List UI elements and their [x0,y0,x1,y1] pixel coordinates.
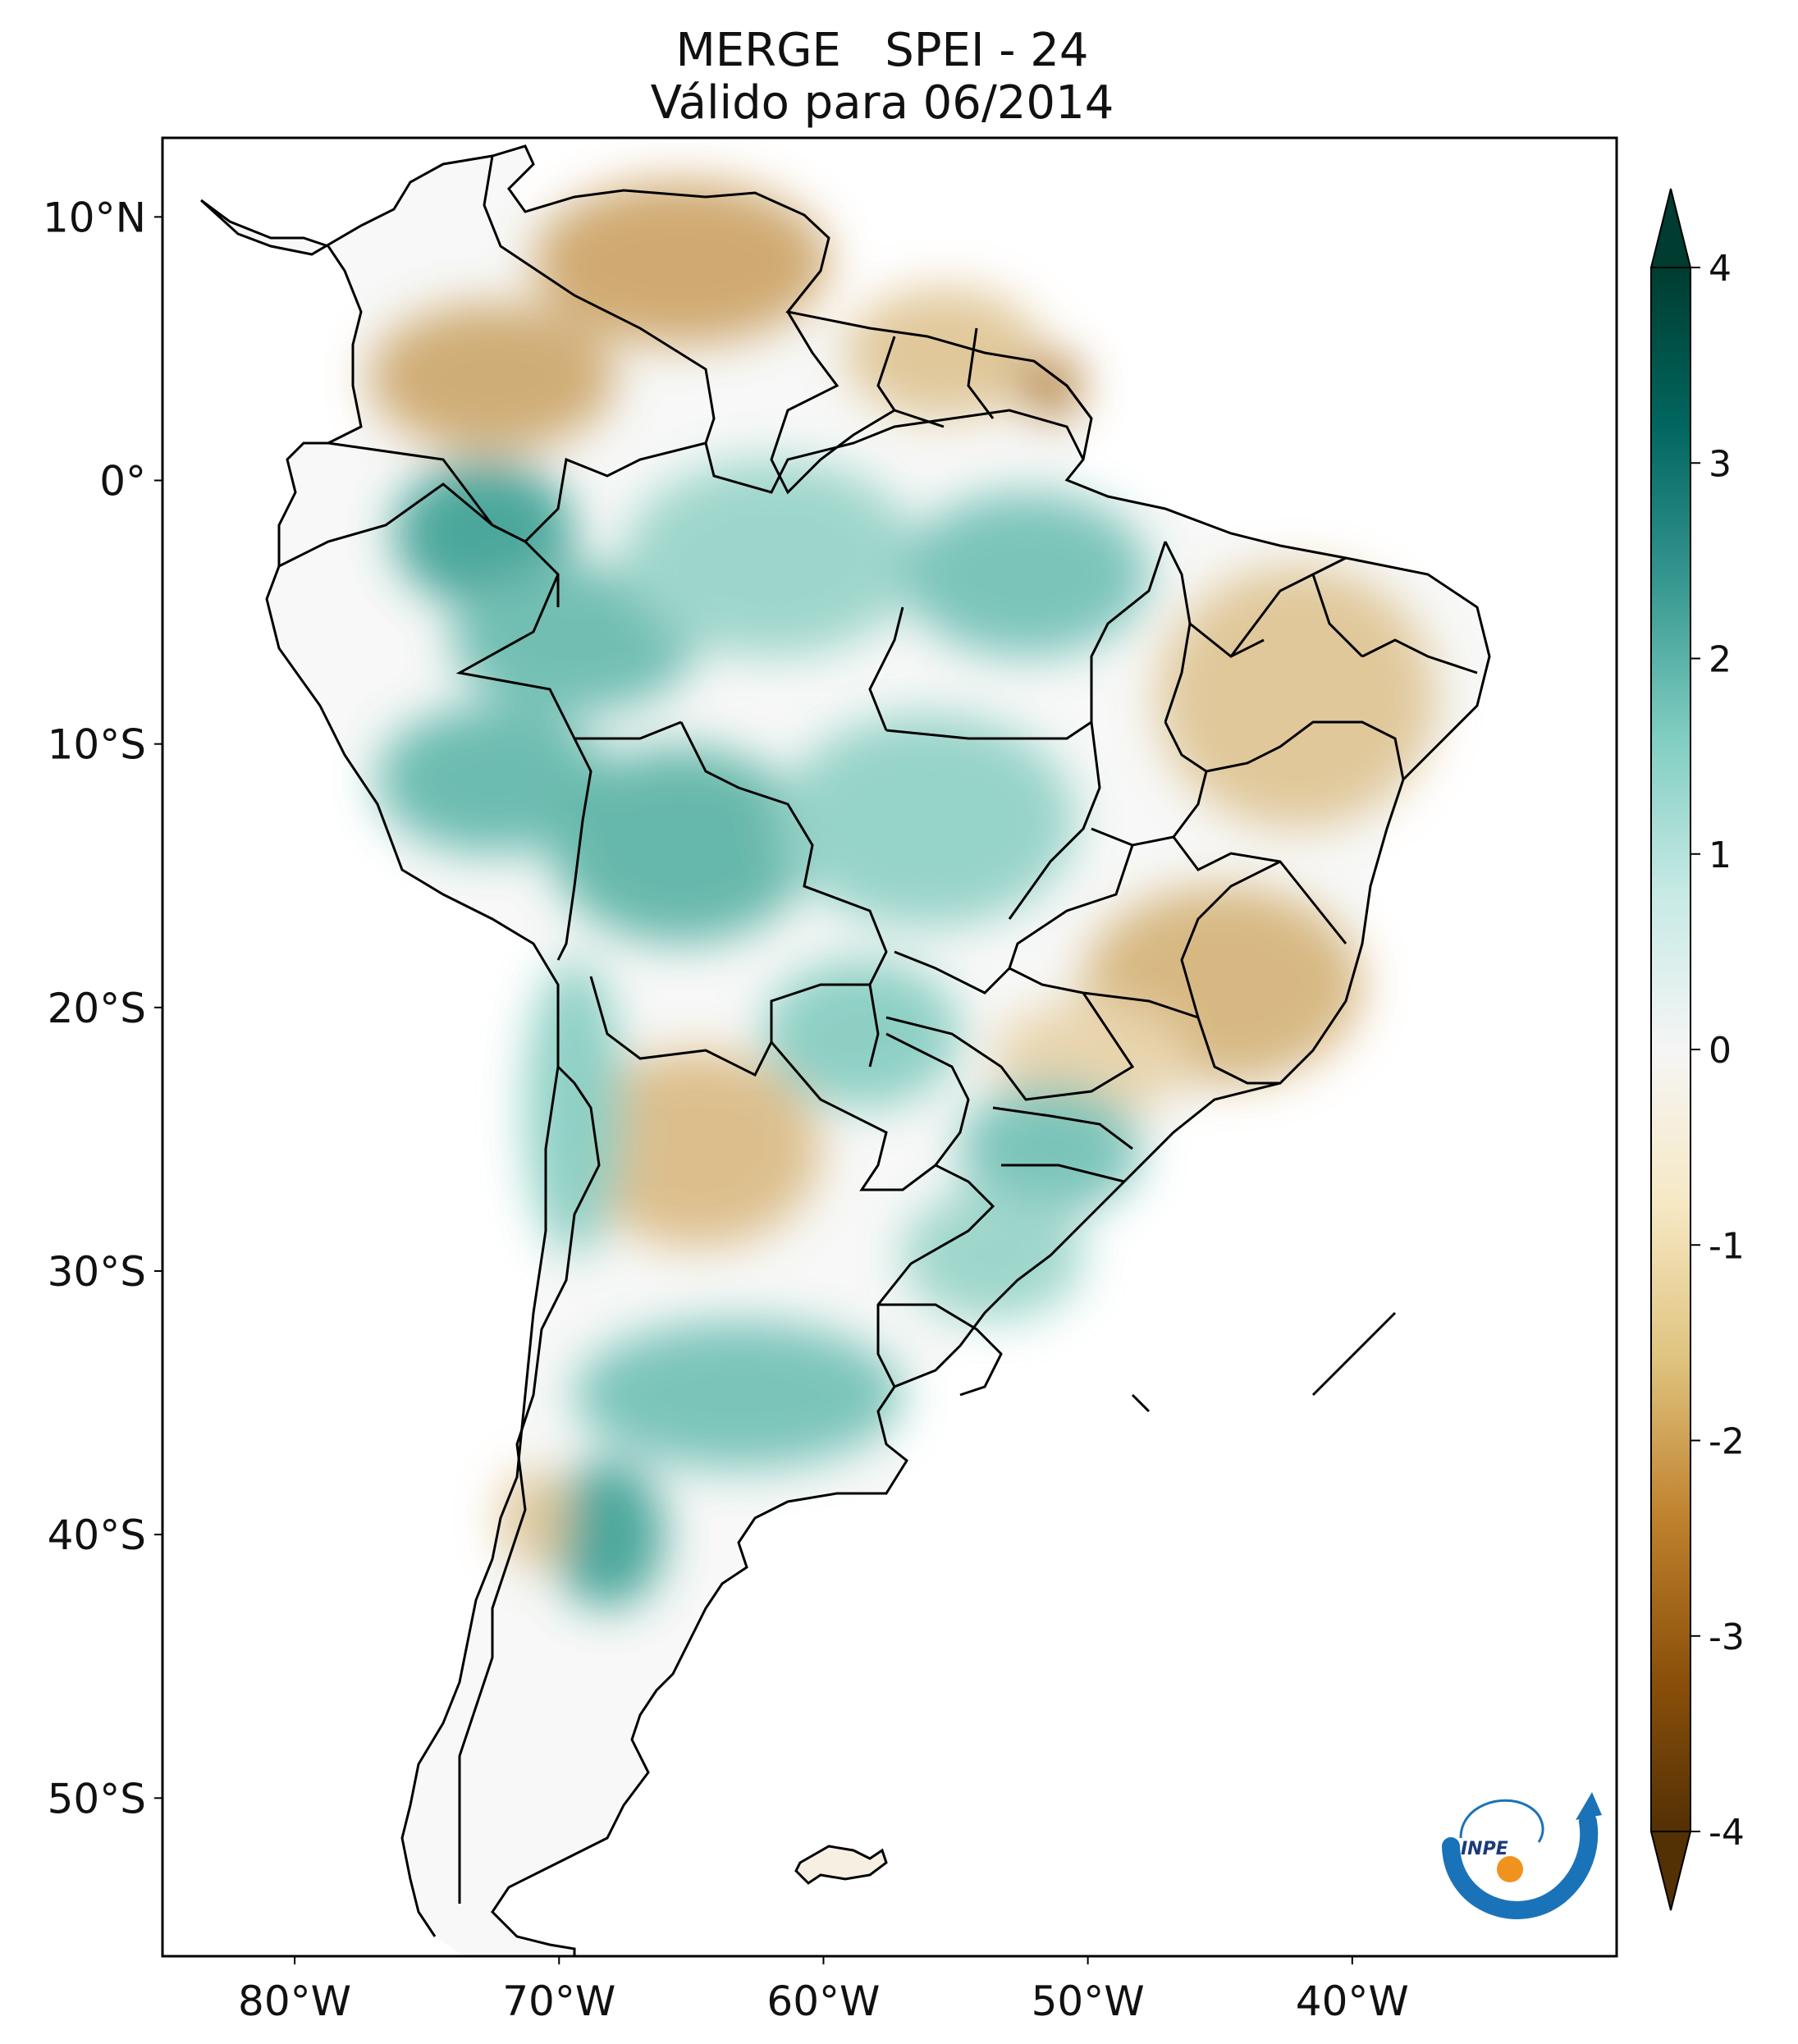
lat-tick-label: 50°S [48,1775,146,1822]
lat-tick-label: 10°S [48,721,146,769]
dry-patch-guianas [845,287,1042,418]
dry-patch-colombia [369,304,615,451]
colorbar-tick-label: -3 [1709,1616,1745,1658]
dry-patch-northeast [1157,566,1436,829]
colorbar-tick-label: -2 [1709,1421,1745,1463]
wet-patch-paraguay [763,960,960,1108]
logo-dot-icon [1497,1856,1523,1882]
wet-patch-patagonia [550,1461,665,1608]
logo-arc-icon [1442,1813,1599,1919]
country-borders [199,144,1491,1956]
figure-title: MERGE SPEI - 24 [675,24,1089,77]
colorbar-tick-label: 2 [1709,639,1732,681]
lat-tick-label: 0° [99,458,146,505]
colorbar-tick-label: -1 [1709,1225,1745,1267]
colorbar-tick-label: 4 [1709,248,1732,290]
wet-patch-amazon-west [451,566,698,714]
colorbar-tick-label: 1 [1709,835,1732,876]
wet-patch-peru-north [394,460,574,607]
wet-patch-parana [960,1083,1141,1214]
lon-tick-label: 80°W [238,1978,351,2025]
colorbar-tick-label: 0 [1709,1030,1732,1072]
dry-patch-amapa [1018,353,1083,418]
wet-patch-chile-north [525,960,624,1255]
wet-patch-para [903,492,1149,656]
logo-arrow-icon [1576,1792,1602,1820]
colorbar-gradient [1650,267,1691,1832]
colorbar-extend-top [1649,188,1692,268]
dry-patch-argentina-north [574,1050,821,1247]
colorbar-tick-label: 3 [1709,443,1732,485]
lat-tick-label: 40°S [48,1511,146,1559]
wet-patch-rio-grande [903,1190,1083,1321]
wet-patch-pampas [574,1321,903,1469]
lon-tick-label: 50°W [1032,1978,1145,2025]
lon-tick-label: 70°W [502,1978,615,2025]
colorbar: 4 3 2 1 0 -1 -2 -3 -4 [1649,188,1745,1911]
logo-text: INPE [1461,1839,1508,1859]
figure-subtitle: Válido para 06/2014 [650,76,1114,130]
wet-patch-peru-south [377,706,607,853]
lon-tick-label: 60°W [766,1978,880,2025]
dry-patch-venezuela [533,181,829,345]
latitude-axis: 10°N 0° 10°S 20°S 30°S 40°S 50°S [43,194,162,1822]
wet-patch-amazon-central [624,460,919,656]
lat-tick-label: 10°N [43,194,146,241]
longitude-axis: 80°W 70°W 60°W 50°W 40°W [238,1956,1409,2025]
logo-orbit-icon [1459,1799,1544,1843]
wet-patch-bolivia [550,747,812,944]
wet-patch-mato-grosso [780,714,1075,927]
colorbar-tick-label: -4 [1709,1812,1745,1854]
falkland-islands [794,1845,888,1885]
map-frame [161,136,1618,1958]
inpe-logo: INPE [1442,1792,1602,1919]
lon-tick-label: 40°W [1296,1978,1409,2025]
lat-tick-label: 30°S [48,1248,146,1296]
colorbar-extend-bottom [1649,1831,1692,1911]
lat-tick-label: 20°S [48,985,146,1032]
dry-patch-patagonia [501,1469,566,1567]
